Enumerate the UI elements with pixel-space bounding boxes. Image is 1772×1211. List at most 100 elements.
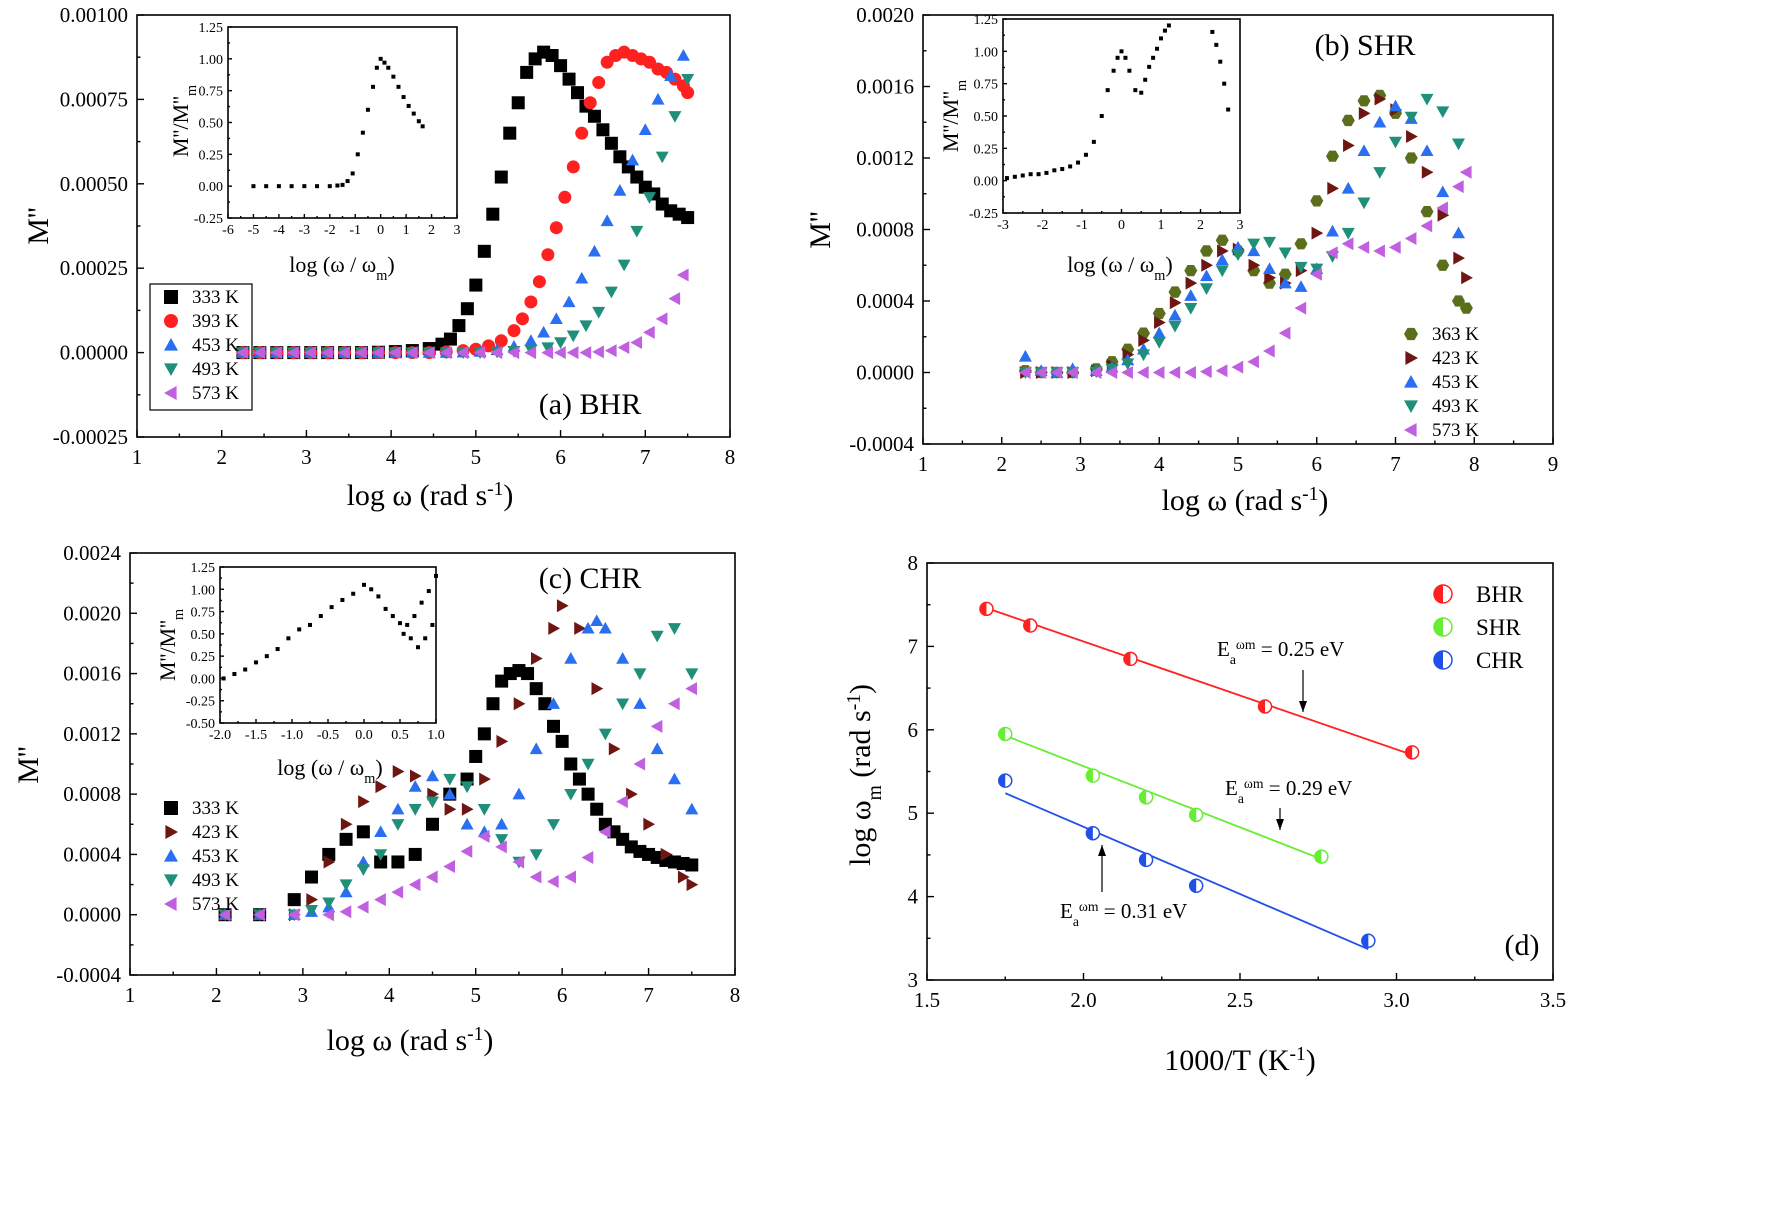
- x-tick-label: 0: [1118, 218, 1125, 233]
- data-point-333K: [305, 870, 318, 884]
- y-tick-label: 0.0024: [63, 541, 121, 565]
- y-tick-label: 0.50: [974, 110, 999, 125]
- data-point-333K: [529, 682, 543, 696]
- x-tick-label: 4: [384, 983, 395, 1007]
- arrow-head: [1299, 701, 1307, 712]
- x-tick-label: 6: [557, 983, 568, 1007]
- data-point-SHR-fill: [998, 727, 1006, 741]
- x-tick-label: 7: [643, 983, 654, 1007]
- y-tick-label: -0.25: [194, 212, 223, 227]
- legend-marker: [164, 801, 178, 815]
- activation-energy-annotation-part: ωm: [1236, 637, 1256, 652]
- inset-point: [419, 600, 424, 605]
- inset-point: [1133, 88, 1138, 93]
- inset-point: [251, 184, 256, 189]
- legend-marker: [164, 874, 178, 887]
- data-point-453K: [651, 92, 665, 105]
- data-point-423K: [1421, 165, 1434, 179]
- x-tick-label: 2.0: [1070, 988, 1096, 1012]
- data-point-493K: [408, 804, 422, 816]
- data-point-573K: [1089, 366, 1102, 379]
- data-point-363K: [1278, 268, 1292, 280]
- inset-point: [405, 622, 410, 627]
- data-point-423K: [1185, 276, 1198, 290]
- data-point-573K: [616, 795, 628, 809]
- data-point-423K: [686, 878, 699, 892]
- y-axis-label-part: ): [844, 684, 877, 694]
- inset-point: [1127, 68, 1132, 73]
- data-point-573K: [1231, 360, 1244, 374]
- activation-energy-annotation-part: ωm: [1079, 899, 1099, 914]
- inset-point: [434, 573, 438, 578]
- data-point-573K: [1278, 326, 1291, 340]
- data-point-453K: [638, 123, 652, 135]
- data-point-573K: [218, 908, 231, 922]
- data-point-573K: [338, 346, 350, 360]
- data-point-453K: [512, 787, 526, 800]
- data-point-423K: [513, 697, 526, 711]
- legend-marker: [164, 363, 178, 376]
- legend-label: 333 K: [192, 287, 239, 308]
- x-tick-label: 0.0: [355, 728, 373, 743]
- inset-point: [426, 589, 431, 594]
- data-point-493K: [643, 192, 657, 204]
- x-axis-label-part: ): [1306, 1044, 1316, 1077]
- data-point-573K: [592, 345, 604, 359]
- y-axis-label: M'': [22, 207, 55, 245]
- data-point-SHR: [1188, 807, 1204, 823]
- legend-label: 573 K: [192, 383, 239, 404]
- data-point-573K: [1050, 366, 1063, 379]
- y-tick-label: 0.0004: [63, 842, 121, 866]
- y-tick-label: 0.25: [199, 148, 224, 163]
- x-tick-label: 0.5: [391, 728, 409, 743]
- inset-point: [340, 182, 345, 187]
- y-tick-label: 0.00000: [60, 341, 128, 365]
- inset-point: [383, 606, 388, 611]
- data-point-453K: [668, 772, 681, 785]
- data-point-493K: [1420, 93, 1434, 106]
- legend-marker: [1433, 617, 1453, 637]
- data-point-333K: [452, 319, 466, 333]
- data-point-423K: [479, 772, 491, 786]
- data-point-SHR-fill: [1086, 769, 1093, 783]
- data-point-423K: [444, 802, 457, 816]
- data-point-363K: [1326, 150, 1339, 162]
- x-tick-label: 8: [725, 445, 736, 469]
- data-point-333K: [511, 96, 525, 110]
- data-point-573K: [564, 870, 576, 884]
- inset-point: [382, 60, 387, 65]
- y-tick-label: 0.50: [191, 628, 216, 643]
- data-point-453K: [529, 742, 543, 755]
- y-axis-label: M'': [804, 211, 837, 249]
- data-point-453K: [1184, 289, 1198, 301]
- legend-marker: [164, 338, 178, 351]
- x-axis-label-part: ): [503, 479, 513, 512]
- x-tick-label: 2: [216, 445, 227, 469]
- x-tick-label: -2: [324, 223, 336, 238]
- data-point-BHR-fill: [979, 602, 987, 616]
- inset-x-label-part: log (ω / ω: [1067, 252, 1154, 277]
- legend-box: [149, 283, 253, 411]
- data-point-573K: [388, 346, 401, 360]
- data-point-453K: [356, 855, 370, 868]
- data-point-453K: [1200, 269, 1213, 282]
- data-point-493K: [1184, 302, 1198, 315]
- data-point-393K: [583, 96, 597, 110]
- data-point-573K: [1247, 355, 1259, 369]
- inset-x-label-part: m: [376, 268, 387, 284]
- legend-label: 363 K: [1432, 324, 1479, 345]
- data-point-363K: [1452, 295, 1465, 307]
- inset-point: [286, 636, 291, 641]
- data-point-493K: [1137, 349, 1150, 362]
- data-point-573K: [524, 346, 537, 360]
- data-point-363K: [1168, 286, 1182, 298]
- data-point-363K: [1459, 302, 1473, 314]
- inset-point: [275, 647, 280, 652]
- data-point-453K: [575, 271, 589, 284]
- data-point-493K: [655, 151, 669, 164]
- y-tick-label: 5: [908, 801, 919, 825]
- x-axis-label: 1000/T (K-1): [1164, 1044, 1316, 1078]
- y-axis-label-part: m: [865, 785, 886, 800]
- data-point-393K: [532, 275, 546, 289]
- data-point-493K: [668, 111, 682, 123]
